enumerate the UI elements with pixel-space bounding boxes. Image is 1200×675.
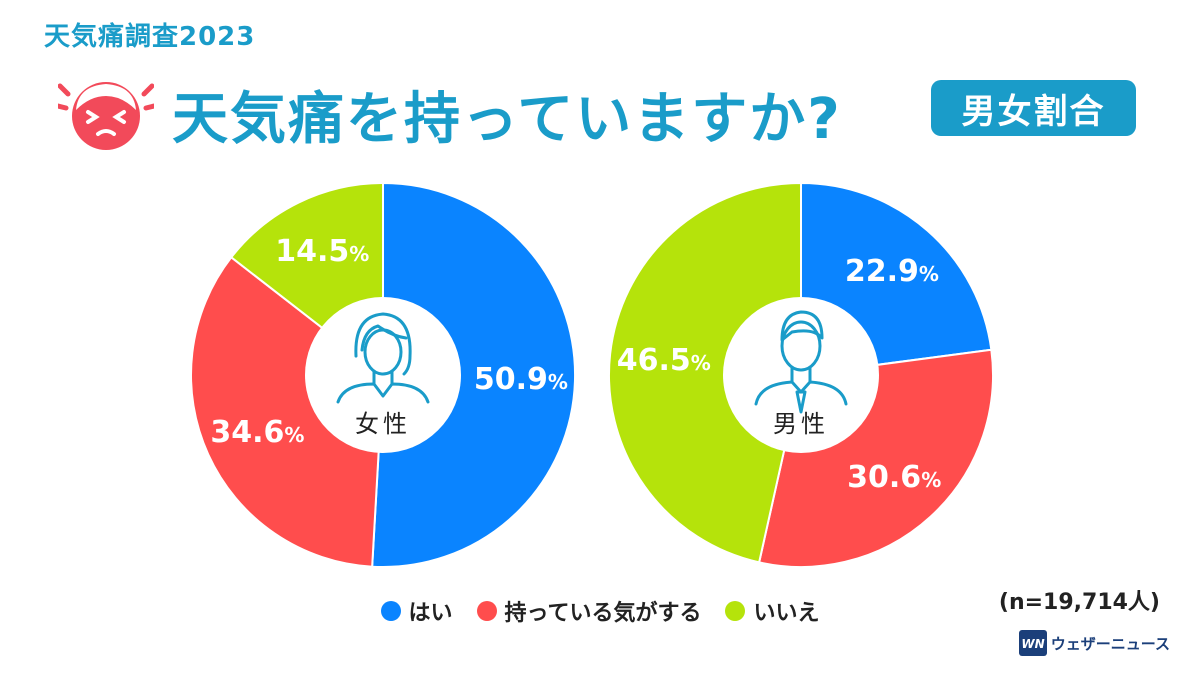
gender-ratio-badge: 男女割合	[931, 80, 1136, 136]
female-center-label: 女性	[355, 410, 411, 438]
male-label-yes: 22.9%	[845, 254, 939, 289]
legend-label-feel: 持っている気がする	[504, 601, 702, 626]
brand-footer: WN ウェザーニュース	[1018, 630, 1170, 656]
female-slice-feel	[190, 255, 385, 568]
male-donut-hole	[723, 297, 879, 453]
chart-legend: はい 持っている気がする いいえ	[0, 595, 1200, 627]
female-slice-yes	[371, 181, 576, 568]
female-label-yes: 50.9%	[474, 362, 568, 397]
legend-dot-feel	[476, 601, 497, 621]
weathernews-logo-icon: WN	[1018, 630, 1047, 656]
legend-item-yes: はい	[380, 595, 453, 627]
legend-label-no: いいえ	[753, 601, 820, 626]
legend-label-yes: はい	[408, 601, 453, 626]
legend-dot-no	[725, 601, 746, 621]
female-label-feel: 34.6%	[210, 415, 304, 450]
brand-logo-text: WN	[1021, 637, 1044, 651]
male-slice-no	[608, 181, 802, 564]
female-label-no: 14.5%	[275, 234, 369, 269]
woman-icon	[336, 312, 430, 404]
male-label-feel: 30.6%	[847, 460, 941, 495]
male-label-no: 46.5%	[617, 343, 711, 378]
legend-item-no: いいえ	[725, 595, 819, 627]
male-center-label: 男性	[773, 410, 829, 438]
survey-subtitle: 天気痛調査2023	[44, 22, 256, 52]
sample-size-note: (n=19,714人)	[998, 590, 1160, 615]
brand-name: ウェザーニュース	[1050, 634, 1170, 653]
legend-dot-yes	[380, 601, 401, 621]
man-icon	[754, 310, 848, 414]
main-title: 天気痛を持っていますか?	[172, 87, 842, 152]
female-donut-chart: 50.9% 34.6% 14.5% 女性	[190, 181, 576, 568]
legend-item-feel: 持っている気がする	[476, 595, 702, 627]
male-donut-chart: 22.9% 30.6% 46.5% 男性	[608, 181, 994, 568]
pained-face-icon	[58, 82, 154, 150]
